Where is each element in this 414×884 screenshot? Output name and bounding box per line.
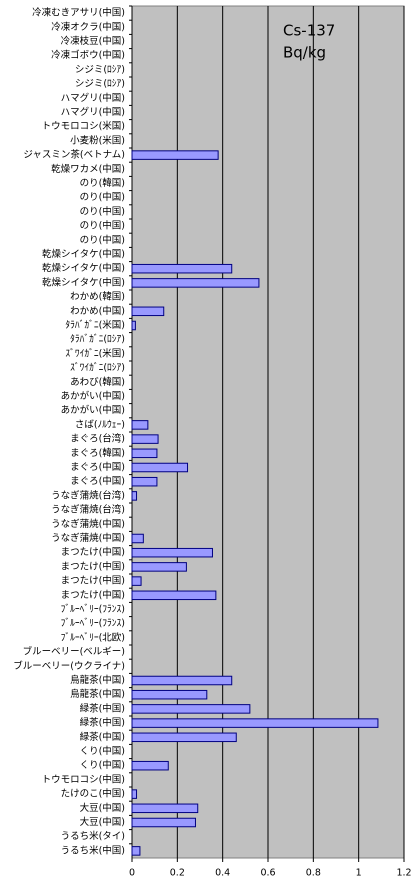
- bar: [131, 760, 169, 771]
- bar: [131, 278, 260, 288]
- x-tick-label: 0.4: [215, 868, 230, 879]
- y-tick-label: まぐろ(韓国): [70, 448, 125, 459]
- bar: [131, 306, 165, 317]
- y-tick-label: くり(中国): [80, 745, 125, 757]
- annotation: Bq/kg: [283, 44, 326, 62]
- y-tick-label: たけのこ(中国): [61, 788, 125, 800]
- bar: [131, 817, 196, 828]
- y-tick-label: ハマグリ(中国): [61, 106, 125, 118]
- y-tick-label: 大豆(中国): [80, 816, 125, 828]
- bar: [131, 675, 233, 686]
- bar: [131, 533, 144, 544]
- y-tick-label: あわび(韓国): [70, 377, 125, 388]
- bar: [131, 420, 149, 430]
- y-tick-label: わかめ(韓国): [70, 292, 125, 303]
- bar: [131, 590, 217, 601]
- y-tick-label: くり(中国): [80, 759, 125, 771]
- y-tick-label: 乾燥シイタケ(中国): [42, 262, 125, 274]
- bar: [131, 320, 136, 331]
- y-tick-label: 乾燥シイタケ(中国): [42, 248, 125, 260]
- bar: [131, 476, 158, 487]
- y-tick-label: 緑茶(中国): [80, 702, 125, 714]
- bar: [131, 434, 159, 444]
- y-tick-label: のり(中国): [80, 220, 125, 232]
- y-tick-label: トウモロコシ(米国): [42, 120, 125, 132]
- x-tick-label: 0.8: [306, 868, 321, 879]
- y-tick-label: うなぎ蒲焼(台湾): [51, 489, 125, 501]
- y-tick-label: ﾌﾞﾙｰﾍﾞﾘｰ(北欧): [61, 631, 125, 643]
- x-tick-label: 0.6: [260, 868, 275, 879]
- y-tick-label: のり(中国): [80, 234, 125, 246]
- y-tick-label: 冷凍枝豆(中国): [61, 35, 125, 47]
- y-tick-label: まつたけ(中国): [61, 560, 125, 572]
- y-tick-label: のり(中国): [80, 191, 125, 203]
- y-tick-label: のり(韓国): [80, 178, 125, 189]
- y-tick-label: シジミ(ﾛｼｱ): [75, 79, 125, 90]
- y-tick-label: 烏龍茶(中国): [70, 688, 125, 700]
- y-tick-label: あかがい(中国): [61, 390, 125, 402]
- bar: [131, 576, 142, 586]
- x-tick-label: 0: [129, 868, 135, 879]
- y-tick-label: まぐろ(中国): [70, 475, 125, 487]
- y-tick-label: ﾌﾞﾙｰﾍﾞﾘｰ(ﾌﾗﾝｽ): [61, 618, 125, 629]
- bar: [131, 462, 189, 473]
- y-tick-label: まぐろ(中国): [70, 461, 125, 473]
- y-tick-label: さば(ﾉﾙｳｪｰ): [75, 419, 125, 430]
- bar: [131, 263, 233, 274]
- bar: [131, 491, 138, 501]
- y-tick-label: 乾燥シイタケ(中国): [42, 276, 125, 288]
- bar: [131, 789, 138, 799]
- y-tick-label: うなぎ蒲焼(中国): [51, 532, 125, 544]
- y-tick-label: ﾀﾗﾊﾞｶﾞﾆ(米国): [65, 319, 125, 331]
- y-tick-label: 乾燥ワカメ(中国): [51, 163, 125, 175]
- y-tick-label: 大豆(中国): [80, 802, 125, 814]
- y-tick-label: ハマグリ(中国): [61, 92, 125, 104]
- y-tick-label: ブルーベリー(ウクライナ): [13, 660, 125, 672]
- x-tick-label: 1.2: [396, 868, 411, 879]
- bar: [131, 704, 251, 714]
- y-tick-label: わかめ(中国): [70, 305, 125, 317]
- y-tick-label: ｽﾞﾜｲｶﾞﾆ(ﾛｼｱ): [70, 363, 125, 374]
- y-tick-label: うるち米(タイ): [61, 830, 125, 842]
- y-tick-label: ジャスミン茶(ベトナム): [23, 149, 125, 161]
- bar: [131, 547, 213, 558]
- y-tick-label: あかがい(中国): [61, 404, 125, 416]
- y-tick-label: まつたけ(中国): [61, 546, 125, 558]
- y-tick-label: トウモロコシ(中国): [42, 773, 125, 785]
- bar: [131, 448, 158, 459]
- y-tick-label: まぐろ(台湾): [70, 433, 125, 445]
- bar: [131, 150, 219, 160]
- y-tick-label: ﾀﾗﾊﾞｶﾞﾆ(ﾛｼｱ): [70, 334, 125, 345]
- x-tick-label: 1: [356, 868, 362, 879]
- y-tick-label: まつたけ(中国): [61, 575, 125, 587]
- bar: [131, 689, 208, 700]
- y-tick-label: うなぎ蒲焼(台湾): [51, 504, 125, 516]
- annotation: Cs-137: [283, 22, 335, 40]
- bar: [131, 846, 141, 856]
- y-tick-label: ﾌﾞﾙｰﾍﾞﾘｰ(ﾌﾗﾝｽ): [61, 604, 125, 615]
- y-tick-label: 冷凍オクラ(中国): [51, 21, 125, 33]
- y-tick-label: のり(中国): [80, 205, 125, 217]
- y-tick-label: 冷凍ゴボウ(中国): [51, 49, 125, 61]
- y-tick-label: まつたけ(中国): [61, 589, 125, 601]
- y-tick-label: うるち米(中国): [61, 844, 125, 856]
- bar: [131, 562, 187, 572]
- y-tick-label: 烏龍茶(中国): [70, 674, 125, 686]
- bar: [131, 803, 199, 814]
- y-tick-label: 緑茶(中国): [80, 717, 125, 729]
- x-tick-label: 0.2: [170, 868, 185, 879]
- bar: [131, 732, 237, 743]
- y-tick-label: うなぎ蒲焼(中国): [51, 518, 125, 530]
- y-tick-label: シジミ(ﾛｼｱ): [75, 64, 125, 75]
- y-tick-label: ｽﾞﾜｲｶﾞﾆ(米国): [65, 347, 125, 359]
- y-tick-label: ブルーベリー(ベルギー): [23, 646, 125, 658]
- bar: [131, 718, 379, 728]
- y-tick-label: 緑茶(中国): [80, 731, 125, 743]
- y-tick-label: 小麦粉(米国): [70, 134, 125, 146]
- y-tick-label: 冷凍むきアサリ(中国): [32, 7, 125, 19]
